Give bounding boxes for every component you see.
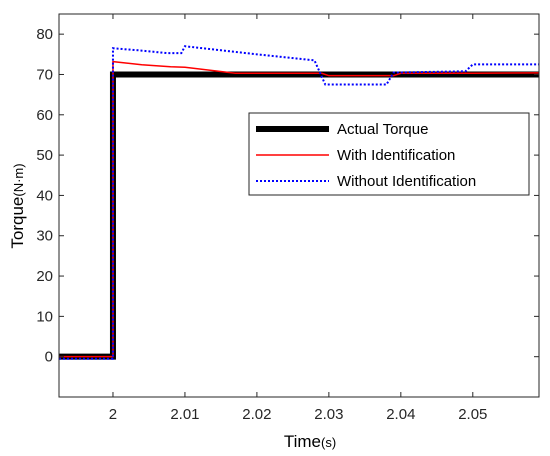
x-tick-label: 2.02: [242, 406, 271, 423]
x-tick-label: 2.04: [386, 406, 415, 423]
plot-frame: [58, 13, 540, 398]
y-tick-label: 80: [36, 26, 53, 43]
y-tick-label: 10: [36, 308, 53, 325]
x-axis-label-text: Time: [284, 432, 321, 451]
x-tick-label: 2.03: [314, 406, 343, 423]
y-tick-label: 30: [36, 228, 53, 245]
y-axis-label-unit: (N·m): [11, 163, 26, 196]
series-line-without-identification: [59, 45, 539, 360]
plot-area: [59, 14, 539, 397]
x-tick-label: 2.05: [458, 406, 487, 423]
y-tick-label: 60: [36, 107, 53, 124]
y-axis-label: Torque(N·m): [8, 163, 27, 248]
y-tick-label: 70: [36, 66, 53, 83]
legend-label-actual-torque: Actual Torque: [337, 121, 428, 138]
x-axis-label-unit: (s): [321, 435, 336, 450]
legend-label-with-identification: With Identification: [337, 147, 455, 164]
ticks-layer: 2 2.01 2.02 2.03 2.04 2.05 0 10 20 30 40 50 60 70 80: [36, 14, 539, 423]
series-line-with-identification: [59, 60, 540, 358]
x-axis-label: Time(s): [284, 432, 336, 451]
x-tick-label: 2: [109, 406, 117, 423]
series-layer: [59, 45, 540, 360]
legend: Actual Torque With Identification Withou…: [248, 112, 530, 196]
y-tick-label: 50: [36, 147, 53, 164]
y-tick-label: 40: [36, 187, 53, 204]
y-tick-label: 20: [36, 268, 53, 285]
x-tick-label: 2.01: [170, 406, 199, 423]
y-axis-label-text: Torque: [8, 197, 27, 249]
y-tick-label: 0: [45, 349, 53, 366]
legend-label-without-identification: Without Identification: [337, 173, 476, 190]
